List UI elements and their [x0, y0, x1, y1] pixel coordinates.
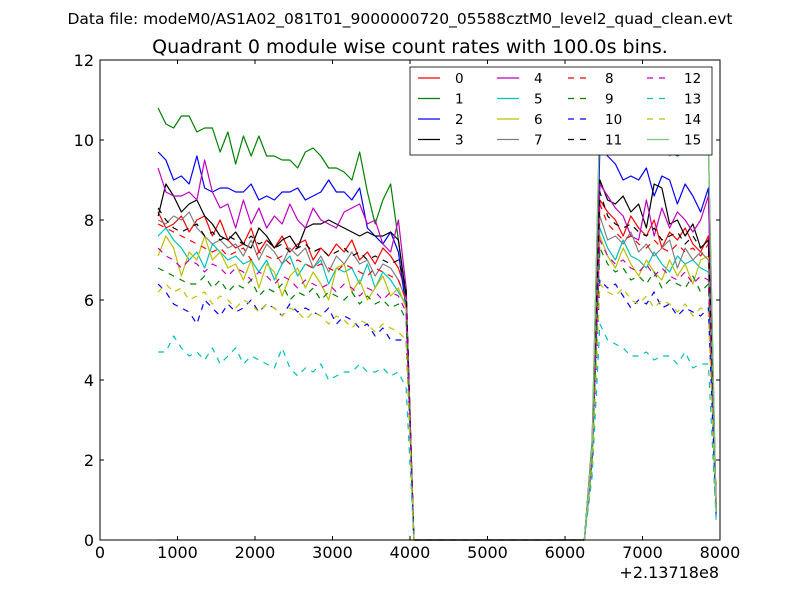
legend-label-6: 6 [534, 112, 543, 128]
series-line-3 [157, 179, 717, 541]
x-tick-label: 6000 [545, 543, 586, 562]
series-line-2 [157, 147, 717, 541]
x-tick-label: 1000 [157, 543, 198, 562]
series-line-7 [157, 211, 717, 541]
x-tick-label: 3000 [312, 543, 353, 562]
legend-label-12: 12 [684, 71, 701, 87]
y-tick-label: 4 [84, 371, 94, 390]
legend-label-14: 14 [684, 112, 701, 128]
x-tick-label: 7000 [622, 543, 663, 562]
series-line-4 [157, 159, 717, 541]
x-tick-label: 2000 [235, 543, 276, 562]
x-axis-ticks: 0 1000 2000 3000 4000 5000 6000 7000 8000 [95, 60, 740, 562]
series-line-0 [157, 199, 717, 541]
legend-label-9: 9 [605, 92, 614, 108]
legend-label-1: 1 [455, 92, 464, 108]
series-line-6 [157, 235, 717, 541]
x-tick-label: 0 [95, 543, 105, 562]
legend-label-11: 11 [605, 133, 622, 149]
legend-label-0: 0 [455, 71, 464, 87]
y-tick-label: 0 [84, 531, 94, 550]
series-line-8 [157, 203, 717, 541]
x-axis-offset-label: +2.13718e8 [619, 563, 719, 582]
series-line-9 [157, 247, 717, 541]
legend-label-13: 13 [684, 92, 701, 108]
y-tick-label: 6 [84, 291, 94, 310]
legend-box [409, 66, 713, 156]
x-tick-label: 5000 [467, 543, 508, 562]
series-line-13 [158, 323, 717, 541]
series-line-14 [157, 283, 717, 541]
legend-label-8: 8 [605, 71, 614, 87]
chart-title: Quadrant 0 module wise count rates with … [152, 36, 668, 58]
y-tick-label: 12 [74, 51, 94, 70]
x-tick-label: 4000 [390, 543, 431, 562]
legend-label-2: 2 [455, 112, 464, 128]
legend-label-4: 4 [534, 71, 543, 87]
legend-label-5: 5 [534, 92, 543, 108]
legend-label-15: 15 [684, 133, 701, 149]
legend-label-7: 7 [534, 133, 543, 149]
x-tick-label: 8000 [700, 543, 741, 562]
y-tick-label: 8 [84, 211, 94, 230]
series-line-5 [157, 227, 717, 541]
y-tick-label: 2 [84, 451, 94, 470]
legend-label-10: 10 [605, 112, 622, 128]
figure-suptitle: Data file: modeM0/AS1A02_081T01_90000007… [67, 10, 732, 29]
series-line-11 [157, 191, 717, 541]
y-tick-label: 10 [74, 131, 94, 150]
series-line-12 [157, 239, 717, 541]
legend-label-3: 3 [455, 133, 464, 149]
